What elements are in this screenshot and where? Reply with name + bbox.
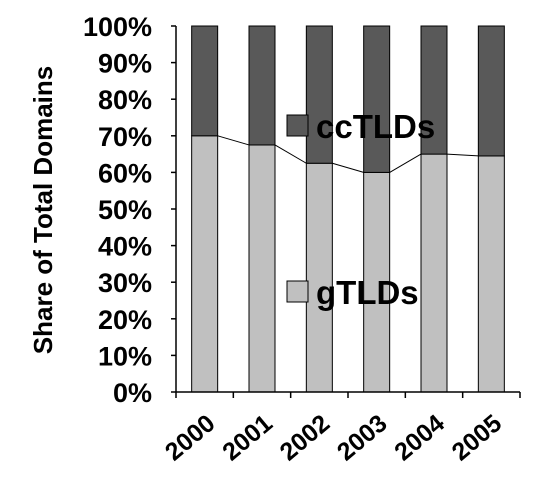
bars	[191, 25, 505, 393]
connector-line	[446, 153, 479, 157]
x-category-label: 2004	[389, 409, 450, 466]
y-tick-label: 50%	[98, 195, 152, 225]
bar-cctlds-2003	[363, 25, 391, 173]
y-tick-label: 0%	[113, 378, 152, 408]
legend: ccTLDs gTLDs	[286, 108, 435, 311]
bar-cctlds-2000	[191, 25, 219, 137]
y-tick-label: 10%	[98, 341, 152, 371]
connector-line	[332, 162, 364, 173]
x-category-label: 2001	[217, 409, 278, 466]
y-axis-title: Share of Total Domains	[28, 66, 58, 354]
bar-cctlds-2002	[305, 25, 333, 164]
y-tick-label: 100%	[83, 12, 152, 42]
connector-lines	[217, 135, 479, 173]
y-tick-label: 80%	[98, 85, 152, 115]
connector-line	[217, 135, 250, 146]
y-axis-title-group: Share of Total Domains	[28, 66, 58, 354]
legend-swatch-cctlds	[286, 114, 309, 137]
bar-cctlds-2004	[420, 25, 448, 155]
y-tick-label: 60%	[98, 158, 152, 188]
legend-label-gtlds: gTLDs	[316, 274, 419, 311]
connector-line	[389, 153, 422, 173]
bar-gtlds-2004	[420, 153, 448, 393]
legend-label-cctlds: ccTLDs	[316, 108, 435, 145]
y-tick-label: 40%	[98, 232, 152, 262]
x-category-label: 2003	[332, 409, 393, 466]
bar-gtlds-2001	[248, 144, 276, 393]
axes	[171, 25, 521, 398]
bar-gtlds-2002	[305, 162, 333, 393]
bar-cctlds-2005	[477, 25, 505, 157]
bar-gtlds-2000	[191, 135, 219, 393]
x-category-label: 2002	[275, 409, 336, 466]
bar-gtlds-2005	[477, 155, 505, 393]
connector-line	[274, 144, 307, 164]
y-tick-label: 30%	[98, 268, 152, 298]
bar-cctlds-2001	[248, 25, 276, 146]
y-tick-label: 20%	[98, 305, 152, 335]
x-category-label: 2005	[447, 409, 508, 466]
legend-swatch-gtlds	[286, 280, 309, 303]
y-tick-labels: 0% 10% 20% 30% 40% 50% 60% 70% 80% 90% 100%	[83, 12, 152, 408]
y-tick-label: 90%	[98, 49, 152, 79]
y-tick-label: 70%	[98, 122, 152, 152]
x-category-label: 2000	[160, 409, 221, 466]
